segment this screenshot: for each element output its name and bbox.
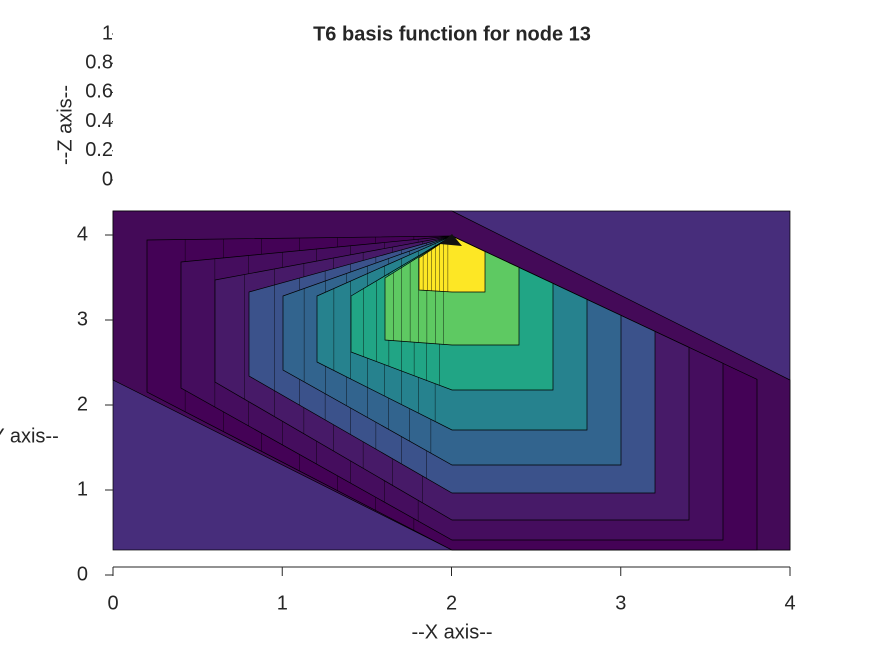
z-axis-label: --Z axis-- xyxy=(54,85,76,165)
surface-peak xyxy=(440,234,462,246)
z-tick-label: 1 xyxy=(102,22,113,44)
x-axis-label: --X axis-- xyxy=(411,621,492,643)
z-tick-label: 0 xyxy=(102,168,113,190)
y-axis-label: --Y axis-- xyxy=(0,425,59,447)
z-tick-label: 0.6 xyxy=(85,81,113,103)
x-tick-label: 3 xyxy=(615,592,626,614)
x-tick-label: 2 xyxy=(446,592,457,614)
y-tick-label: 2 xyxy=(77,393,88,415)
y-tick-label: 4 xyxy=(77,223,88,245)
z-tick-label: 0.2 xyxy=(85,139,113,161)
y-tick-label: 1 xyxy=(77,478,88,500)
y-tick-label: 3 xyxy=(77,308,88,330)
x-tick-label: 4 xyxy=(784,592,795,614)
chart-title: T6 basis function for node 13 xyxy=(313,23,591,45)
x-tick-label: 1 xyxy=(277,592,288,614)
x-tick-label: 0 xyxy=(107,592,118,614)
surface xyxy=(112,210,791,551)
y-tick-label: 0 xyxy=(77,563,88,585)
z-tick-label: 0.8 xyxy=(85,51,113,73)
z-tick-label: 0.4 xyxy=(85,110,113,132)
